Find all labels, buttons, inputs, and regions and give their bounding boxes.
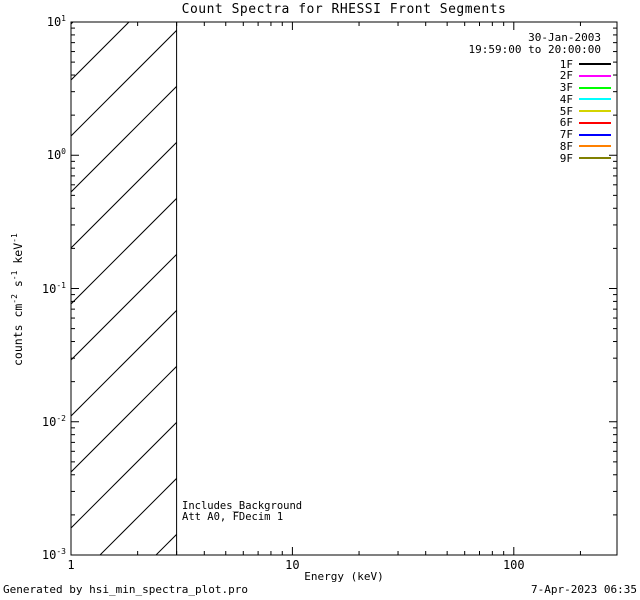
legend-color-line	[579, 145, 611, 148]
legend-entry-1f: 1F	[559, 57, 611, 71]
legend-label: 9F	[559, 151, 573, 165]
y-tick-label: 100	[46, 147, 66, 163]
hatch-line	[71, 253, 177, 361]
legend-entry-9f: 9F	[559, 151, 611, 165]
legend-label: 5F	[559, 104, 573, 118]
legend-entry-8f: 8F	[559, 139, 611, 153]
legend-label: 4F	[559, 92, 573, 106]
hatched-attenuator-region	[71, 22, 177, 555]
x-axis-title: Energy (keV)	[304, 570, 384, 583]
legend-entry-4f: 4F	[559, 92, 611, 106]
hatch-line	[71, 85, 177, 193]
x-tick-label: 100	[502, 558, 525, 572]
attenuator-note: Att A0, FDecim 1	[182, 511, 284, 523]
hatch-line	[71, 22, 130, 81]
legend-color-line	[579, 157, 611, 159]
y-tick-label: 10-1	[41, 280, 66, 296]
legend-color-line	[579, 98, 611, 101]
legend-label: 3F	[559, 81, 573, 94]
axis-ticks	[70, 21, 617, 556]
legend-label: 1F	[559, 57, 573, 71]
legend-label: 2F	[559, 69, 573, 83]
hatch-line	[99, 477, 177, 555]
hatch-line	[71, 309, 177, 417]
hatch-line	[71, 29, 177, 137]
legend-label: 8F	[559, 139, 573, 153]
hatch-line	[71, 197, 177, 305]
legend-entry-5f: 5F	[559, 104, 611, 118]
render-timestamp: 7-Apr-2023 06:35	[531, 583, 637, 596]
legend-color-line	[579, 133, 611, 136]
legend-color-line	[579, 110, 611, 112]
plot-frame	[70, 21, 618, 556]
hatch-line	[71, 365, 177, 473]
background-note: Includes_Background	[182, 500, 303, 512]
legend-entry-7f: 7F	[559, 128, 611, 141]
x-tick-label: 10	[285, 558, 300, 572]
observation-time-range: 19:59:00 to 20:00:00	[468, 43, 601, 56]
hatch-line	[71, 421, 177, 529]
legend-entry-6f: 6F	[559, 116, 611, 130]
x-tick-label: 1	[67, 558, 75, 572]
legend-entry-3f: 3F	[559, 81, 611, 94]
legend-color-line	[579, 121, 611, 124]
hatch-line	[155, 533, 177, 555]
chart-title: Count Spectra for RHESSI Front Segments	[181, 2, 507, 17]
observation-date: 30-Jan-2003	[528, 31, 601, 44]
legend-label: 6F	[559, 116, 573, 130]
hatch-line	[71, 141, 177, 249]
legend-color-line	[579, 74, 611, 77]
y-axis-title: counts cm-2 s-1 keV-1	[10, 233, 25, 366]
legend-entry-2f: 2F	[559, 69, 611, 83]
y-tick-label: 10-3	[41, 547, 66, 562]
generator-credit: Generated by hsi_min_spectra_plot.pro	[3, 583, 249, 596]
y-tick-label: 10-2	[41, 413, 66, 429]
y-tick-label: 101	[46, 14, 66, 29]
legend-label: 7F	[559, 128, 573, 141]
legend-color-line	[579, 63, 611, 65]
legend-color-line	[579, 86, 611, 89]
